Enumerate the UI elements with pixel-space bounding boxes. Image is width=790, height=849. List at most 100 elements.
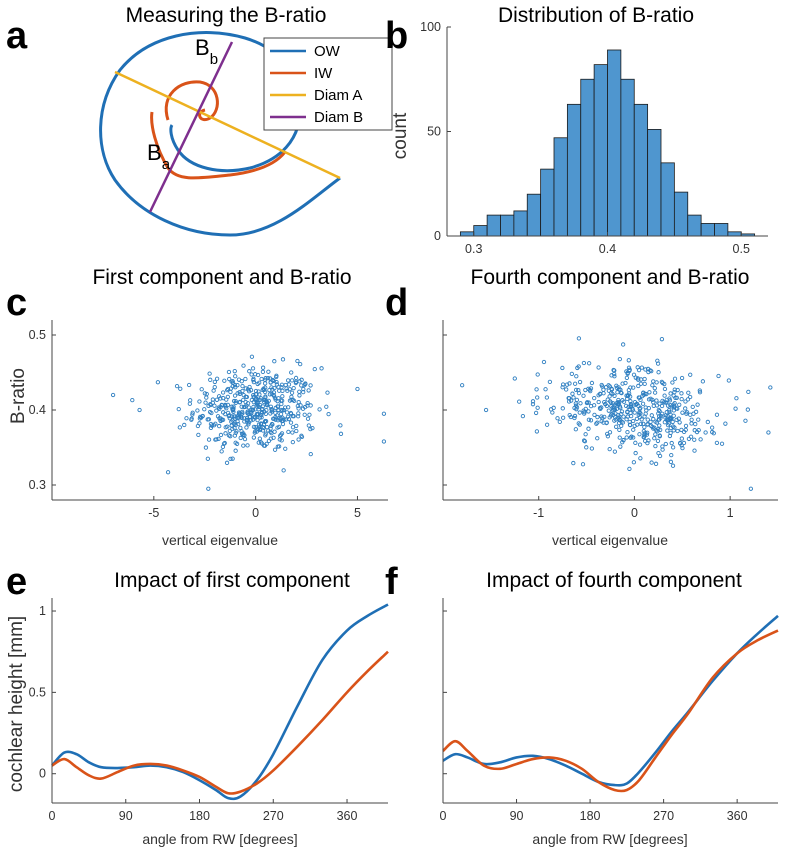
- scatter-point: [716, 373, 721, 379]
- scatter-point: [254, 411, 260, 417]
- scatter-point: [224, 460, 230, 465]
- scatter-point: [222, 440, 227, 446]
- scatter-point: [584, 400, 590, 406]
- scatter-point: [298, 403, 303, 408]
- x-tick-label: 0.3: [465, 242, 482, 256]
- scatter-point: [695, 402, 700, 407]
- scatter-point: [607, 394, 612, 399]
- scatter-point: [520, 413, 526, 419]
- diameter-a-line: [114, 70, 341, 180]
- scatter-point: [560, 406, 565, 411]
- scatter-point: [698, 437, 703, 442]
- scatter-point: [239, 429, 244, 434]
- scatter-point: [237, 389, 242, 395]
- panel-f-xlabel: angle from RW [degrees]: [532, 831, 687, 847]
- scatter-point: [226, 414, 231, 419]
- scatter-point: [208, 402, 213, 408]
- panel-letter-b: b: [385, 15, 408, 57]
- scatter-point: [643, 438, 648, 444]
- scatter-point: [642, 433, 647, 438]
- scatter-point: [677, 420, 682, 425]
- scatter-point: [289, 394, 294, 400]
- scatter-point: [260, 365, 266, 370]
- scatter-point: [298, 361, 303, 367]
- histogram-bar: [486, 214, 501, 237]
- scatter-point: [659, 413, 664, 419]
- scatter-point: [670, 380, 675, 385]
- scatter-point: [247, 369, 252, 374]
- scatter-point: [218, 418, 223, 424]
- scatter-point: [683, 406, 688, 411]
- scatter-point: [660, 444, 665, 449]
- panel-b: b Distribution of B-ratio count 0.3 0.4 0.…: [385, 4, 768, 256]
- scatter-point: [230, 456, 235, 461]
- scatter-point: [257, 436, 262, 441]
- x-tick-label: 90: [119, 809, 133, 823]
- scatter-point: [679, 436, 684, 441]
- scatter-point: [684, 410, 690, 415]
- scatter-point: [255, 403, 260, 408]
- scatter-point: [266, 438, 272, 444]
- scatter-point: [664, 410, 669, 415]
- scatter-point: [251, 424, 257, 430]
- scatter-point: [205, 456, 210, 461]
- scatter-point: [295, 403, 300, 409]
- scatter-point: [560, 382, 566, 387]
- panel-c-xlabel: vertical eigenvalue: [162, 532, 278, 548]
- scatter-point: [245, 443, 250, 448]
- scatter-point: [225, 386, 231, 392]
- scatter-point: [271, 416, 276, 421]
- scatter-point: [645, 422, 650, 427]
- scatter-point: [244, 417, 250, 423]
- scatter-point: [241, 432, 246, 438]
- histogram-bar: [580, 78, 595, 237]
- scatter-point: [284, 410, 290, 415]
- scatter-point: [643, 367, 648, 372]
- scatter-point: [657, 434, 662, 439]
- scatter-point: [251, 393, 256, 398]
- scatter-point: [619, 409, 625, 414]
- legend: OW IW Diam A Diam B: [263, 37, 393, 131]
- scatter-point: [279, 438, 284, 443]
- scatter-point: [617, 356, 623, 362]
- scatter-point: [283, 446, 288, 451]
- x-tick-label: 270: [653, 809, 674, 823]
- scatter-point: [155, 380, 161, 385]
- scatter-point: [221, 410, 226, 415]
- scatter-point: [564, 387, 569, 392]
- scatter-point: [263, 433, 268, 438]
- scatter-point: [596, 399, 601, 405]
- scatter-point: [607, 446, 612, 452]
- scatter-point: [233, 440, 238, 445]
- scatter-point: [276, 384, 281, 390]
- scatter-point: [608, 413, 614, 418]
- scatter-point: [289, 370, 294, 375]
- scatter-point: [582, 439, 588, 444]
- scatter-point: [242, 436, 248, 442]
- scatter-point: [679, 375, 685, 381]
- scatter-point: [635, 365, 640, 370]
- scatter-point: [176, 407, 181, 412]
- scatter-point: [586, 409, 591, 414]
- scatter-point: [195, 423, 201, 429]
- label-b-a: Ba: [147, 140, 171, 173]
- x-tick-label: 0.4: [599, 242, 616, 256]
- scatter-point: [745, 407, 750, 412]
- panel-letter-e: e: [6, 561, 27, 603]
- scatter-point: [203, 400, 208, 405]
- scatter-point: [272, 429, 277, 434]
- scatter-point: [276, 396, 281, 401]
- scatter-point: [649, 460, 654, 465]
- histogram-bar: [673, 191, 689, 237]
- panel-a: a Measuring the B-ratio Bb Ba OW IW Diam…: [6, 4, 393, 237]
- scatter-point: [651, 426, 656, 431]
- panel-b-title: Distribution of B-ratio: [498, 4, 694, 27]
- scatter-point: [255, 426, 261, 432]
- scatter-point: [544, 422, 550, 427]
- scatter-point: [237, 400, 242, 405]
- scatter-point: [241, 404, 247, 410]
- scatter-point: [208, 377, 213, 382]
- scatter-point: [641, 428, 646, 434]
- scatter-point: [290, 413, 295, 419]
- scatter-point: [238, 425, 243, 431]
